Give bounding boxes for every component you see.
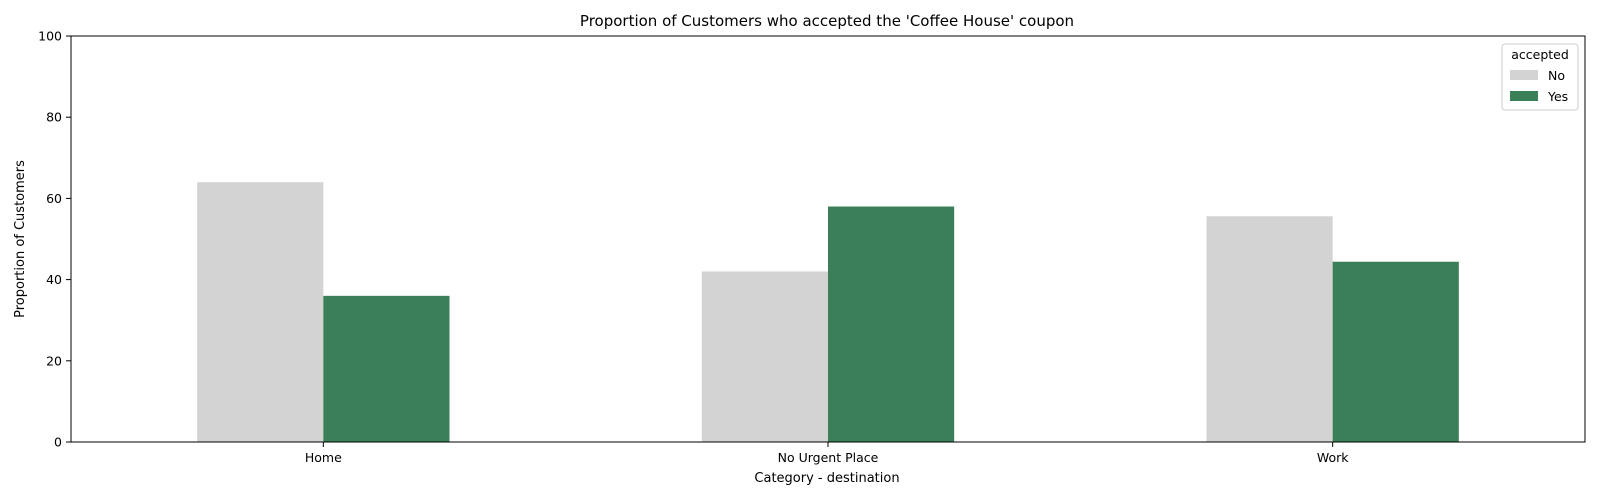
y-tick-label: 20	[46, 353, 62, 368]
legend-label-yes: Yes	[1547, 89, 1568, 104]
bar-yes-work	[1332, 261, 1459, 442]
bar-no-no-urgent-place	[701, 271, 828, 442]
y-tick-label: 80	[46, 110, 62, 125]
x-tick-label: No Urgent Place	[778, 450, 879, 465]
x-tick-label: Work	[1317, 450, 1349, 465]
x-tick-label: Home	[305, 450, 342, 465]
bar-no-work	[1206, 216, 1333, 442]
y-axis-ticks: 0 20 40 60 80 100	[38, 29, 71, 450]
bar-no-home	[197, 182, 324, 442]
bar-yes-home	[323, 295, 450, 442]
plot-area-frame	[70, 35, 1586, 443]
legend: accepted No Yes	[1501, 43, 1579, 111]
y-axis-label: Proportion of Customers	[13, 160, 28, 318]
legend-swatch-yes	[1510, 91, 1538, 101]
y-tick-label: 0	[54, 435, 62, 450]
legend-swatch-no	[1510, 70, 1538, 80]
bars	[197, 182, 1459, 442]
y-tick-label: 40	[46, 272, 62, 287]
y-tick-label: 100	[38, 29, 62, 44]
x-axis-label: Category - destination	[754, 471, 899, 486]
bar-yes-no-urgent-place	[828, 206, 955, 442]
y-tick-label: 60	[46, 191, 62, 206]
legend-title: accepted	[1511, 47, 1569, 62]
legend-label-no: No	[1548, 68, 1565, 83]
chart-title: Proportion of Customers who accepted the…	[580, 12, 1074, 30]
x-axis-ticks: Home No Urgent Place Work	[305, 442, 1349, 465]
